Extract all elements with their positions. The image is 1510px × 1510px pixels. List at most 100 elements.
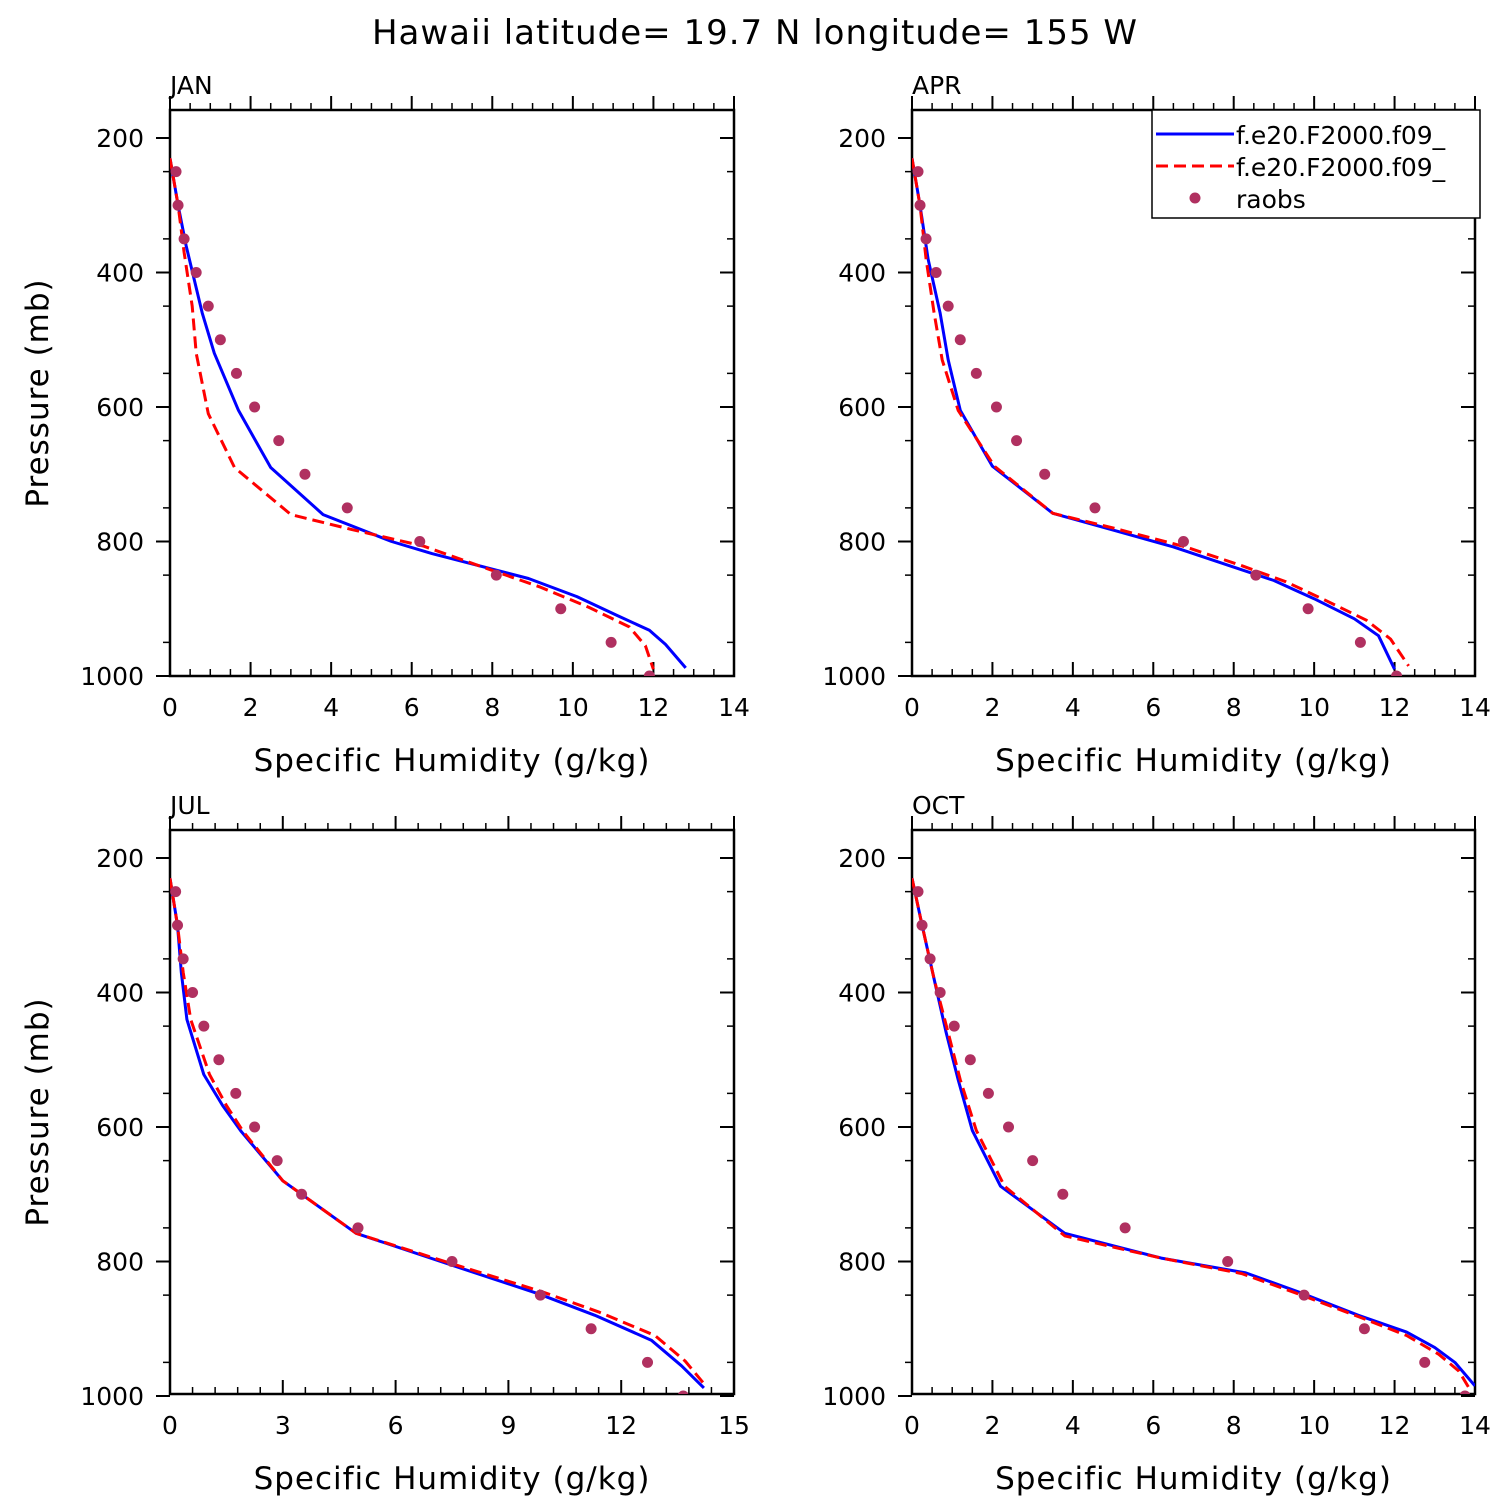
raobs-point [190, 267, 202, 278]
raobs-point [970, 367, 982, 379]
raobs-point [273, 435, 285, 447]
y-tick-label: 600 [838, 1113, 886, 1142]
x-tick-label: 2 [984, 693, 1000, 722]
x-tick-label: 14 [718, 693, 750, 722]
raobs-point [414, 536, 426, 547]
y-tick-label: 1000 [80, 1382, 144, 1411]
dashed-series-line [170, 157, 655, 670]
raobs-point [177, 953, 189, 965]
raobs-point [178, 233, 190, 245]
x-tick-label: 6 [1145, 1411, 1161, 1440]
raobs-point [230, 1087, 242, 1099]
raobs-point [1358, 1323, 1370, 1335]
raobs-point [1419, 1356, 1431, 1368]
y-tick-label: 1000 [822, 1382, 886, 1411]
raobs-point [352, 1222, 364, 1234]
panel-title: APR [912, 71, 962, 100]
raobs-point [555, 603, 567, 615]
x-tick-label: 4 [323, 693, 339, 722]
y-tick-label: 800 [838, 528, 886, 557]
raobs-point [585, 1323, 597, 1335]
x-tick-label: 14 [1459, 693, 1491, 722]
x-axis-label: Specific Humidity (g/kg) [254, 743, 651, 779]
series-group [170, 157, 687, 676]
x-tick-label: 14 [1459, 1411, 1491, 1440]
raobs-point [172, 919, 184, 931]
raobs-point [172, 199, 184, 211]
raobs-point [948, 1020, 960, 1032]
x-tick-label: 0 [904, 1411, 920, 1440]
y-tick-label: 400 [96, 259, 144, 288]
y-tick-label: 400 [838, 259, 886, 288]
raobs-point [605, 636, 617, 648]
raobs-point [1119, 1222, 1131, 1234]
raobs-point [1222, 1256, 1234, 1267]
raobs-point [213, 1054, 225, 1066]
raobs-point [1459, 1390, 1471, 1394]
raobs-point [249, 1121, 261, 1133]
series-group [912, 877, 1475, 1394]
chart-panel-apr: APR 0 2 4 6 8 10 12 14 200 400 600 800 1000 Specific H… [822, 71, 1491, 779]
figure-title: Hawaii latitude= 19.7 N longitude= 155 W [372, 13, 1138, 53]
raobs-point [271, 1155, 283, 1167]
x-axis-label: Specific Humidity (g/kg) [995, 1461, 1392, 1497]
x-tick-label: 8 [484, 693, 500, 722]
panel-title: JAN [168, 71, 213, 100]
legend-box [1151, 109, 1481, 219]
raobs-point [1302, 603, 1314, 615]
chart-panel-oct: OCT 0 2 4 6 8 10 12 14 200 400 600 800 1000 Specific H… [822, 791, 1491, 1497]
raobs-point [1250, 569, 1262, 581]
x-axis-label: Specific Humidity (g/kg) [254, 1461, 651, 1497]
raobs-point [642, 1356, 654, 1368]
raobs-point [1391, 670, 1403, 676]
raobs-point [1027, 1155, 1039, 1167]
raobs-point [170, 166, 182, 178]
raobs-point [914, 199, 926, 211]
raobs-point [924, 953, 936, 965]
y-tick-label: 1000 [80, 662, 144, 691]
x-tick-label: 2 [243, 693, 259, 722]
x-tick-label: 0 [162, 693, 178, 722]
y-tick-label: 200 [838, 844, 886, 873]
y-tick-label: 600 [838, 393, 886, 422]
x-tick-label: 9 [500, 1411, 516, 1440]
raobs-point [1354, 636, 1366, 648]
legend-label: f.e20.F2000.f09_ [1236, 121, 1446, 150]
raobs-point [912, 166, 924, 178]
plot-frame [168, 828, 736, 1396]
raobs-point [249, 401, 261, 413]
x-tick-label: 12 [605, 1411, 637, 1440]
raobs-point [230, 367, 242, 379]
y-tick-label: 600 [96, 393, 144, 422]
solid-series-line [170, 157, 687, 669]
legend-raobs-marker [1189, 192, 1201, 204]
x-tick-label: 0 [904, 693, 920, 722]
x-tick-label: 3 [275, 1411, 291, 1440]
y-tick-label: 200 [838, 124, 886, 153]
raobs-point [198, 1020, 210, 1032]
raobs-point [1011, 435, 1023, 447]
raobs-point [341, 502, 353, 514]
solid-series-line [912, 157, 1396, 670]
x-tick-label: 10 [1298, 693, 1330, 722]
x-tick-label: 10 [557, 693, 589, 722]
x-tick-label: 0 [162, 1411, 178, 1440]
y-tick-label: 800 [96, 1248, 144, 1277]
raobs-point [982, 1087, 994, 1099]
raobs-point [1177, 536, 1189, 547]
x-tick-label: 6 [388, 1411, 404, 1440]
legend: f.e20.F2000.f09_ f.e20.F2000.f09_raobs [1151, 109, 1481, 219]
raobs-point [678, 1390, 689, 1394]
x-tick-label: 8 [1226, 1411, 1242, 1440]
panel-title: OCT [912, 791, 965, 820]
y-tick-label: 1000 [822, 662, 886, 691]
y-tick-label: 600 [96, 1113, 144, 1142]
y-tick-label: 200 [96, 124, 144, 153]
raobs-point [920, 233, 932, 245]
x-tick-label: 4 [1065, 693, 1081, 722]
raobs-point [187, 987, 199, 998]
x-axis-label: Specific Humidity (g/kg) [995, 743, 1392, 779]
x-tick-label: 6 [404, 693, 420, 722]
raobs-point [446, 1256, 458, 1267]
y-tick-label: 800 [838, 1248, 886, 1277]
